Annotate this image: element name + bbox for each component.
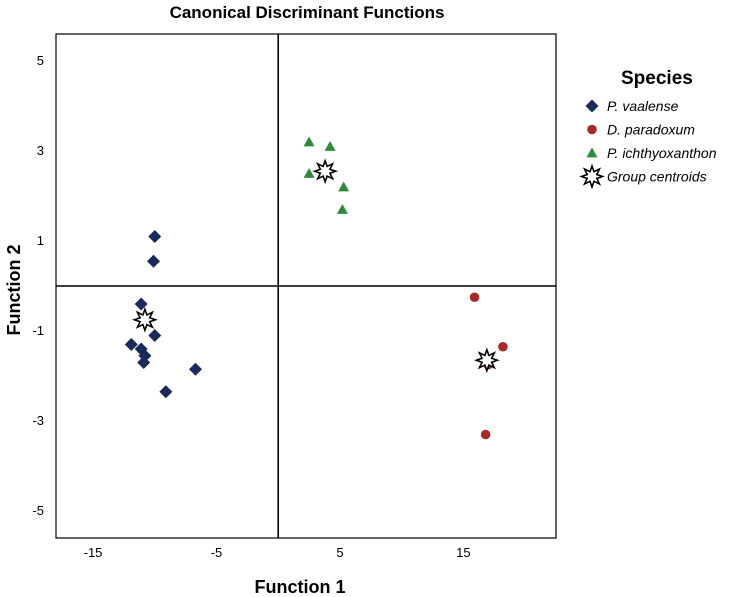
p-vaalense-point bbox=[147, 254, 161, 268]
y-tick-label: 3 bbox=[37, 143, 44, 158]
group-centroids-point bbox=[473, 347, 500, 374]
p-ichthyoxanthon-point bbox=[336, 204, 348, 214]
legend-marker-group-centroids bbox=[579, 163, 605, 190]
p-vaalense-point bbox=[137, 356, 151, 369]
y-tick-label: -1 bbox=[32, 323, 44, 338]
p-vaalense-point bbox=[124, 338, 138, 351]
x-axis-ticks: -15 -5 5 15 bbox=[84, 545, 471, 560]
x-tick-label: 5 bbox=[336, 545, 343, 560]
legend-label-d-paradoxum: D. paradoxum bbox=[607, 122, 695, 138]
y-tick-label: 1 bbox=[37, 233, 44, 248]
group-centroids-point bbox=[131, 306, 158, 333]
legend-items: P. vaalense D. paradoxum P. ichthyoxanthon… bbox=[579, 98, 717, 190]
legend-label-group-centroids: Group centroids bbox=[607, 169, 707, 185]
x-axis-title: Function 1 bbox=[255, 577, 346, 597]
reference-lines bbox=[56, 34, 556, 538]
legend-label-p-vaalense: P. vaalense bbox=[607, 98, 679, 114]
group-centroids-point bbox=[312, 158, 339, 185]
d-paradoxum-point bbox=[480, 429, 491, 440]
y-tick-label: -5 bbox=[32, 503, 44, 518]
p-ichthyoxanthon-point bbox=[303, 136, 315, 147]
x-tick-label: -15 bbox=[84, 545, 103, 560]
data-points bbox=[124, 136, 508, 440]
p-vaalense-point bbox=[159, 385, 173, 399]
legend: Species P. vaalense D. paradoxum P. ichthy… bbox=[579, 68, 717, 190]
p-ichthyoxanthon-point bbox=[324, 141, 336, 151]
p-vaalense-point bbox=[148, 230, 162, 243]
p-vaalense-point bbox=[148, 329, 162, 342]
p-vaalense-point bbox=[189, 362, 203, 376]
p-ichthyoxanthon-point bbox=[303, 168, 315, 178]
p-vaalense-point bbox=[134, 297, 148, 311]
y-axis-title: Function 2 bbox=[4, 245, 24, 336]
y-axis-ticks: 5 3 1 -1 -3 -5 bbox=[32, 53, 44, 518]
x-tick-label: -5 bbox=[211, 545, 223, 560]
d-paradoxum-point bbox=[469, 292, 480, 303]
legend-title: Species bbox=[621, 68, 693, 89]
legend-marker-p-vaalense bbox=[585, 99, 599, 113]
y-tick-label: -3 bbox=[32, 413, 44, 428]
x-tick-label: 15 bbox=[456, 545, 470, 560]
d-paradoxum-point bbox=[498, 341, 508, 352]
legend-marker-d-paradoxum bbox=[587, 124, 597, 135]
legend-marker-p-ichthyoxanthon bbox=[586, 147, 598, 158]
y-tick-label: 5 bbox=[37, 53, 44, 68]
chart-title: Canonical Discriminant Functions bbox=[170, 3, 445, 22]
p-ichthyoxanthon-point bbox=[338, 181, 350, 192]
legend-label-p-ichthyoxanthon: P. ichthyoxanthon bbox=[607, 145, 717, 161]
